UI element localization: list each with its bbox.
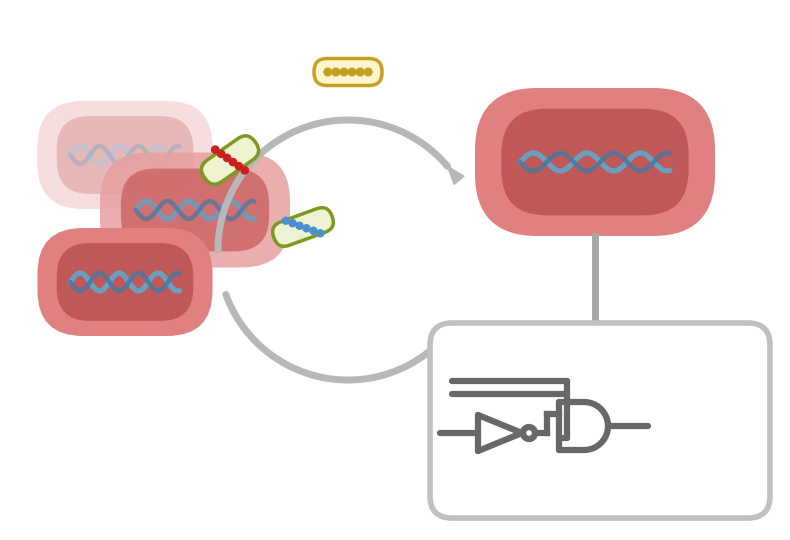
Circle shape <box>235 163 243 170</box>
FancyBboxPatch shape <box>475 88 715 236</box>
FancyBboxPatch shape <box>502 109 689 215</box>
Circle shape <box>340 68 348 76</box>
FancyBboxPatch shape <box>37 101 213 209</box>
Circle shape <box>289 220 296 227</box>
Circle shape <box>324 68 332 76</box>
FancyBboxPatch shape <box>273 208 333 246</box>
Circle shape <box>317 230 324 237</box>
Circle shape <box>296 222 303 230</box>
FancyBboxPatch shape <box>37 228 213 336</box>
Circle shape <box>217 150 225 158</box>
FancyBboxPatch shape <box>430 323 770 518</box>
FancyBboxPatch shape <box>100 152 290 267</box>
Circle shape <box>212 146 219 153</box>
Circle shape <box>364 68 372 76</box>
FancyBboxPatch shape <box>314 58 382 85</box>
Circle shape <box>224 154 231 161</box>
Polygon shape <box>448 166 464 185</box>
Circle shape <box>332 68 340 76</box>
Circle shape <box>282 217 289 224</box>
Circle shape <box>241 167 248 174</box>
Circle shape <box>229 158 236 166</box>
FancyBboxPatch shape <box>57 116 194 194</box>
Circle shape <box>310 227 317 234</box>
Circle shape <box>348 68 356 76</box>
FancyBboxPatch shape <box>57 243 194 321</box>
Circle shape <box>303 225 310 232</box>
Circle shape <box>523 427 535 439</box>
FancyBboxPatch shape <box>201 136 258 184</box>
Circle shape <box>356 68 364 76</box>
FancyBboxPatch shape <box>121 168 269 252</box>
Polygon shape <box>431 334 448 352</box>
